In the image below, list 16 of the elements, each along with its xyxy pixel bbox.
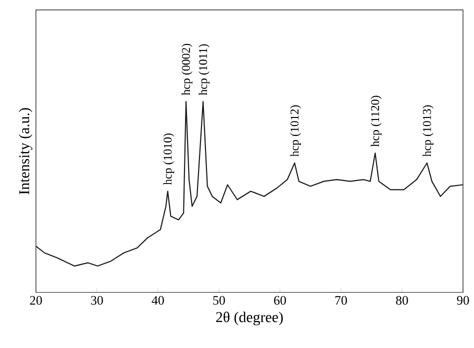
x-tick-label: 30 <box>91 296 103 305</box>
y-axis-title: Intensity (a.u.) <box>18 108 32 194</box>
annotation: hcp (1013) <box>422 105 434 157</box>
x-tick-label: 80 <box>396 296 408 305</box>
x-axis-title: 2θ (degree) <box>216 312 283 326</box>
x-tick-label: 40 <box>152 296 164 305</box>
annotation: hcp (1010) <box>163 133 174 185</box>
x-tick-label: 70 <box>335 296 347 305</box>
annotation: hcp (1120) <box>370 96 382 147</box>
x-tick-label: 60 <box>274 296 286 305</box>
annotation: hcp (1012) <box>290 105 302 157</box>
x-tick-label: 20 <box>30 296 42 305</box>
annotation: hcp (1011) <box>198 44 210 96</box>
x-tick-label: 50 <box>213 296 225 305</box>
annotation: hcp (0002) <box>182 44 192 96</box>
x-tick-label: 90 <box>456 296 469 305</box>
